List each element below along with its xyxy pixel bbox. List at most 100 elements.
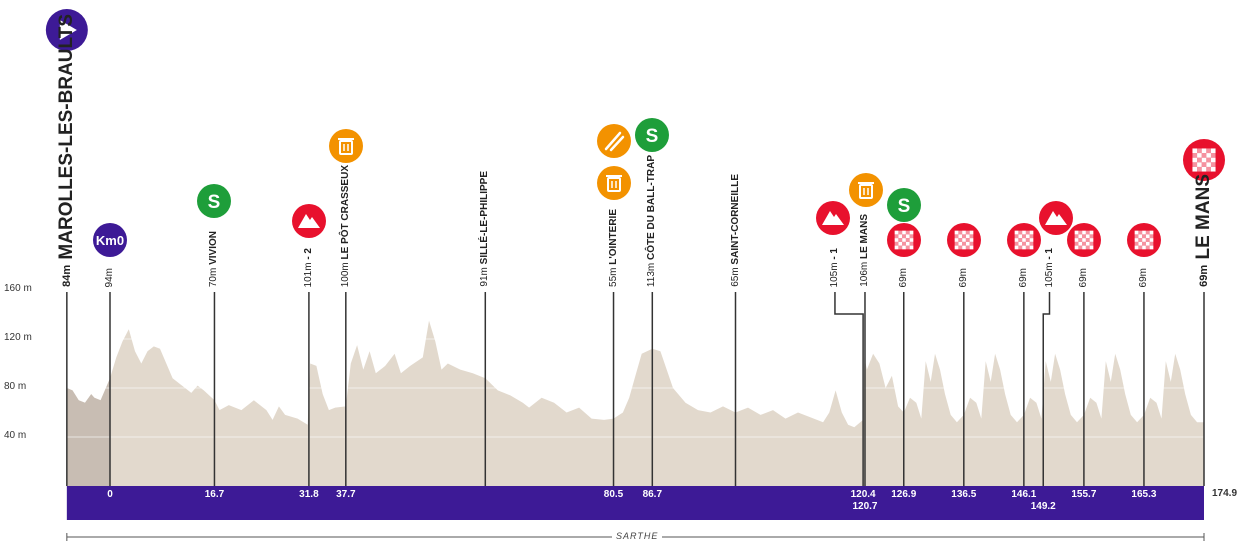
checker-square — [1206, 157, 1211, 163]
checker-square — [1138, 230, 1143, 235]
checker-square — [898, 245, 903, 250]
bin-lines — [611, 181, 617, 188]
place-name: LE PÔT CRASSEUX — [339, 164, 351, 262]
checker-square — [898, 234, 903, 239]
icon-text: S — [208, 192, 221, 213]
checker-square — [1082, 238, 1086, 242]
checker-square — [894, 234, 899, 239]
checkpoint-label: 101m - 2 — [303, 248, 315, 287]
checker-square — [1197, 166, 1202, 172]
elevation-label: 69m — [1017, 267, 1029, 287]
checkpoint-label: 69m — [958, 268, 970, 287]
checker-square — [1014, 234, 1019, 239]
checker-square — [954, 241, 959, 246]
checker-square — [1022, 238, 1026, 242]
checker-square — [1145, 234, 1150, 239]
checker-square — [1085, 238, 1090, 242]
checker-square — [965, 238, 970, 242]
checker-square — [969, 234, 974, 239]
checker-square — [905, 238, 910, 242]
checkered-flag-icon — [1182, 139, 1225, 181]
checker-square — [902, 245, 906, 250]
checker-square — [894, 245, 899, 250]
sprint-icon: S — [635, 118, 669, 152]
checker-square — [1134, 238, 1139, 242]
checker-square — [962, 238, 966, 242]
checker-square — [958, 245, 963, 250]
icon-circle — [93, 223, 127, 257]
checkered-flag-icon — [1067, 223, 1101, 257]
checker-square — [1025, 245, 1030, 250]
neutral-zone-area — [66, 378, 110, 486]
checker-square — [1022, 245, 1026, 250]
checker-square — [962, 234, 966, 239]
km-label: 155.7 — [1071, 489, 1097, 500]
checkpoint-label: 100m LE PÔT CRASSEUX — [340, 165, 352, 287]
checker-square — [1074, 230, 1079, 235]
checker-square — [1201, 157, 1207, 163]
icon-circle — [635, 118, 669, 152]
icon-circle — [597, 166, 631, 200]
checker-square — [1149, 241, 1154, 246]
y-tick-label: 80 m — [4, 381, 27, 392]
checker-square — [1085, 230, 1090, 235]
checker-square — [902, 241, 906, 246]
elevation-label: 113m — [646, 262, 658, 287]
km-label: 165.3 — [1131, 489, 1157, 500]
checkpoint-label: 69m — [1078, 268, 1090, 287]
checker-square — [1014, 230, 1019, 235]
checker-square — [898, 238, 903, 242]
checker-square — [1210, 162, 1216, 167]
waste-zone-icon — [329, 129, 363, 163]
checker-square — [1082, 245, 1086, 250]
elevation-label: 91m — [479, 267, 491, 287]
checker-square — [1201, 148, 1207, 154]
km-label: 126.9 — [891, 489, 917, 500]
icon-text: S — [898, 196, 911, 217]
checker-square — [1085, 241, 1090, 246]
icon-circle — [849, 173, 883, 207]
checker-square — [1078, 238, 1083, 242]
checker-square — [969, 245, 974, 250]
checkpoint-label: 69m — [1138, 268, 1150, 287]
checkered-flag-icon — [1007, 223, 1041, 257]
checkpoint-line — [1042, 292, 1051, 486]
checker-square — [1078, 234, 1083, 239]
checker-square — [1138, 238, 1143, 242]
elevation-label: 105m — [828, 261, 840, 287]
elevation-label: 69m — [1077, 267, 1089, 287]
bin-glyph — [859, 184, 873, 199]
checker-square — [1089, 238, 1094, 242]
place-name: - 1 — [1043, 247, 1055, 262]
km-label: 16.7 — [204, 489, 225, 500]
checker-square — [958, 238, 963, 242]
km-label: 31.8 — [299, 489, 319, 500]
checkered-flag-icon — [1127, 223, 1161, 257]
checker-square — [1089, 245, 1094, 250]
y-tick-label: 120 m — [4, 332, 32, 343]
checker-square — [905, 245, 910, 250]
icon-circle — [329, 129, 363, 163]
checkpoint-label: 65m SAINT-CORNEILLE — [730, 174, 742, 287]
checker-square — [1074, 245, 1079, 250]
kom-mountain-icon — [292, 204, 326, 238]
checker-square — [1134, 234, 1139, 239]
checker-square — [902, 230, 906, 235]
kom-mountain-icon — [1039, 201, 1073, 235]
checker-square — [894, 241, 899, 246]
mountain-glyph — [822, 211, 844, 225]
km-label: 120.7 — [852, 501, 878, 512]
checker-square — [1142, 238, 1146, 242]
checker-square — [1210, 153, 1216, 158]
checker-square — [905, 230, 910, 235]
checker-square — [909, 241, 914, 246]
checker-square — [1078, 245, 1083, 250]
checker-square — [958, 241, 963, 246]
checker-square — [1134, 241, 1139, 246]
checkpoint-label: 69m LE MANS — [1193, 174, 1215, 287]
checker-square — [894, 230, 899, 235]
checker-square — [1201, 153, 1207, 158]
elevation-label: 69m — [957, 267, 969, 287]
checker-square — [894, 238, 899, 242]
